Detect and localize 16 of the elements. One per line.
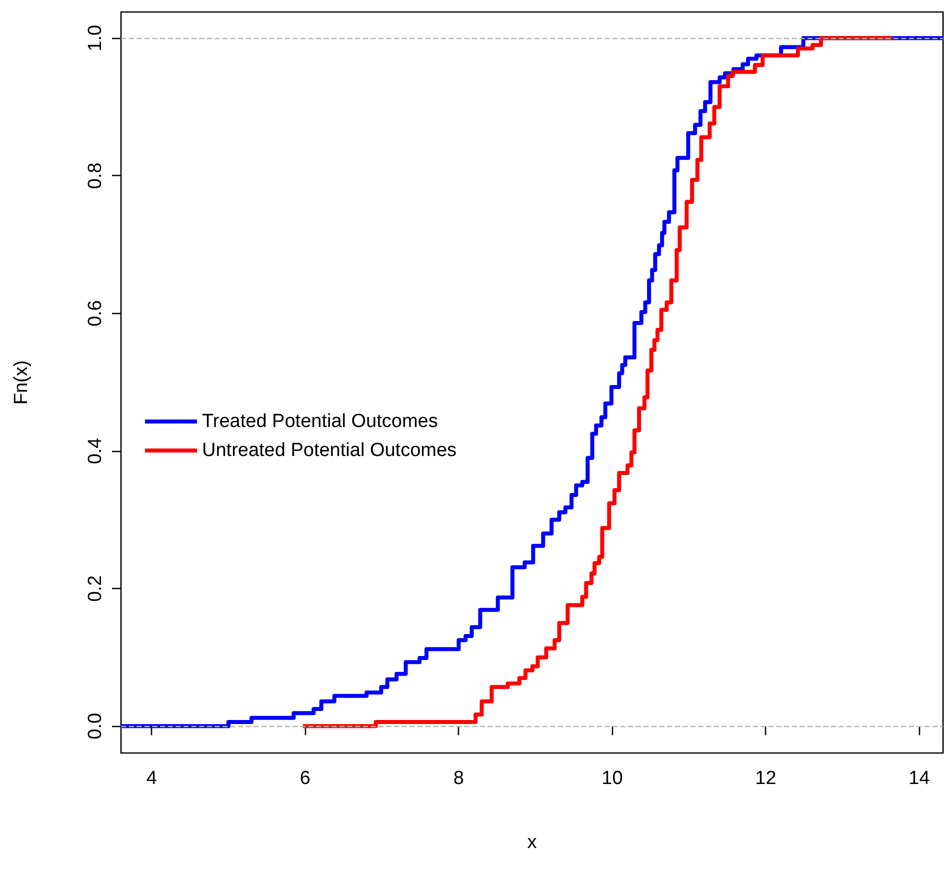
x-tick-label: 12 [755,768,776,789]
y-tick-label: 0.6 [85,300,106,327]
x-tick-label: 6 [300,768,310,789]
x-tick-label: 10 [602,768,623,789]
legend-label: Untreated Potential Outcomes [202,440,457,461]
y-tick-label: 0.8 [85,162,106,189]
y-axis-title: Fn(x) [11,360,32,405]
x-tick-label: 14 [908,768,930,789]
y-tick-label: 1.0 [85,24,106,52]
x-tick-label: 4 [146,768,158,789]
x-tick-label: 8 [453,768,464,789]
y-tick-label: 0.2 [85,575,106,602]
legend-label: Treated Potential Outcomes [202,411,438,432]
y-tick-label: 0.4 [85,437,106,464]
y-tick-label: 0.0 [85,712,106,740]
x-axis-title: x [527,832,538,853]
